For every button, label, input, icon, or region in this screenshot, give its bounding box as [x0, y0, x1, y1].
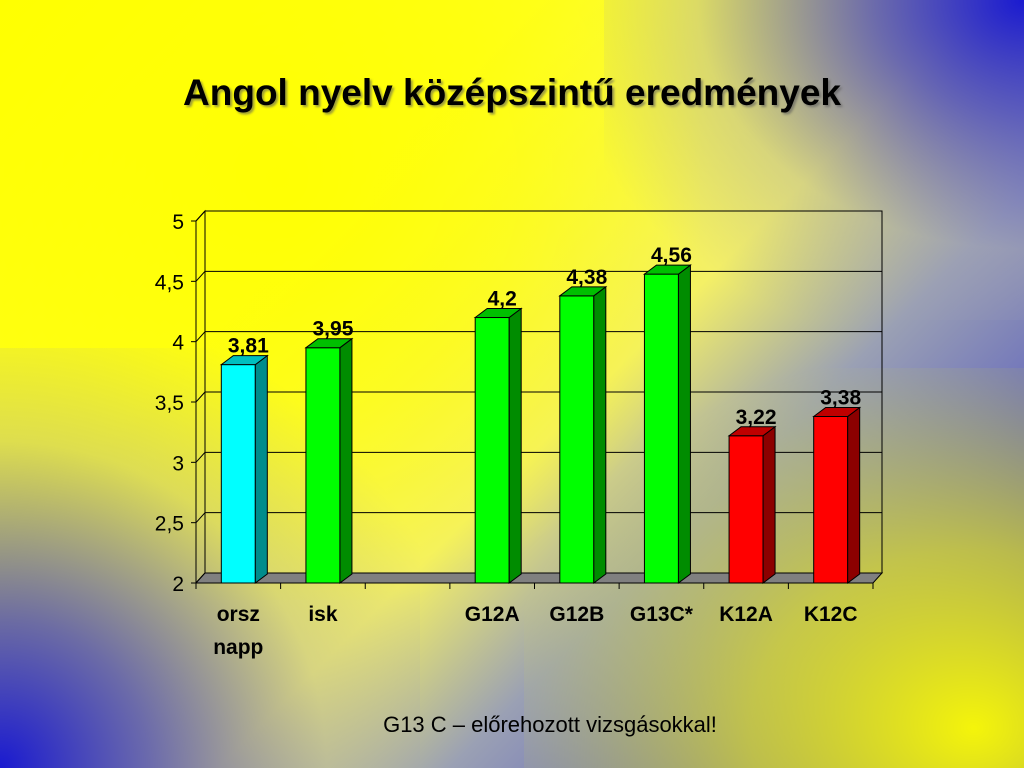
bar	[474, 317, 510, 584]
y-tick-label: 5	[172, 211, 184, 234]
x-tick-label: G12A	[465, 603, 520, 626]
bar-chart: 2 2,5 3 3,5 4 4,5 5 orsz napp 3,81 isk 3,95 G12A 4,2 G…	[155, 209, 884, 659]
bar-top	[558, 286, 608, 297]
gridline-side	[195, 512, 206, 524]
footnote: G13 C – előrehozott vizsgásokkal!	[383, 712, 717, 737]
x-tick-label: K12C	[804, 603, 858, 626]
x-tick-label: isk	[308, 603, 338, 626]
data-label: 3,81	[228, 335, 269, 358]
gridline-side	[195, 210, 206, 222]
y-tick-label: 2	[172, 573, 184, 596]
chart-floor	[194, 572, 884, 584]
data-label: 4,2	[488, 288, 517, 311]
bar-top	[812, 406, 862, 417]
y-tick-label: 4,5	[155, 271, 184, 294]
x-tick-label: orsz	[217, 603, 260, 626]
bar-side	[508, 307, 522, 584]
bar	[643, 273, 679, 584]
bar-side	[677, 264, 691, 584]
bar-top	[727, 426, 777, 437]
slide-title: Angol nyelv középszintű eredmények	[183, 72, 841, 113]
y-tick-label: 3,5	[155, 392, 184, 415]
bar-side	[593, 285, 607, 584]
data-label: 4,56	[651, 244, 692, 267]
bar	[728, 435, 764, 584]
x-tick-label: G12B	[549, 603, 604, 626]
x-tick-label: G13C*	[630, 603, 694, 626]
bar-side	[847, 406, 861, 584]
bar	[813, 415, 849, 584]
bar-side	[254, 354, 268, 584]
data-label: 3,95	[313, 318, 354, 341]
bar	[305, 347, 341, 584]
y-tick-label: 3	[172, 452, 184, 475]
y-tick-label: 2,5	[155, 513, 184, 536]
bar-top	[473, 308, 523, 319]
data-label: 4,38	[566, 266, 607, 289]
bar	[220, 364, 256, 584]
bar-top	[219, 355, 269, 366]
gridline-side	[195, 331, 206, 343]
x-tick-label: napp	[213, 636, 263, 659]
gridline-side	[195, 270, 206, 282]
data-label: 3,22	[736, 406, 777, 429]
y-tick-label: 4	[172, 332, 184, 355]
bar-top	[642, 264, 692, 275]
x-tick-label: K12A	[719, 603, 773, 626]
bar-side	[339, 337, 353, 584]
data-label: 3,38	[820, 386, 861, 409]
bar	[559, 295, 595, 584]
bar-top	[304, 338, 354, 349]
gridline-side	[195, 391, 206, 403]
gridline-side	[195, 451, 206, 463]
bar-side	[762, 425, 776, 584]
